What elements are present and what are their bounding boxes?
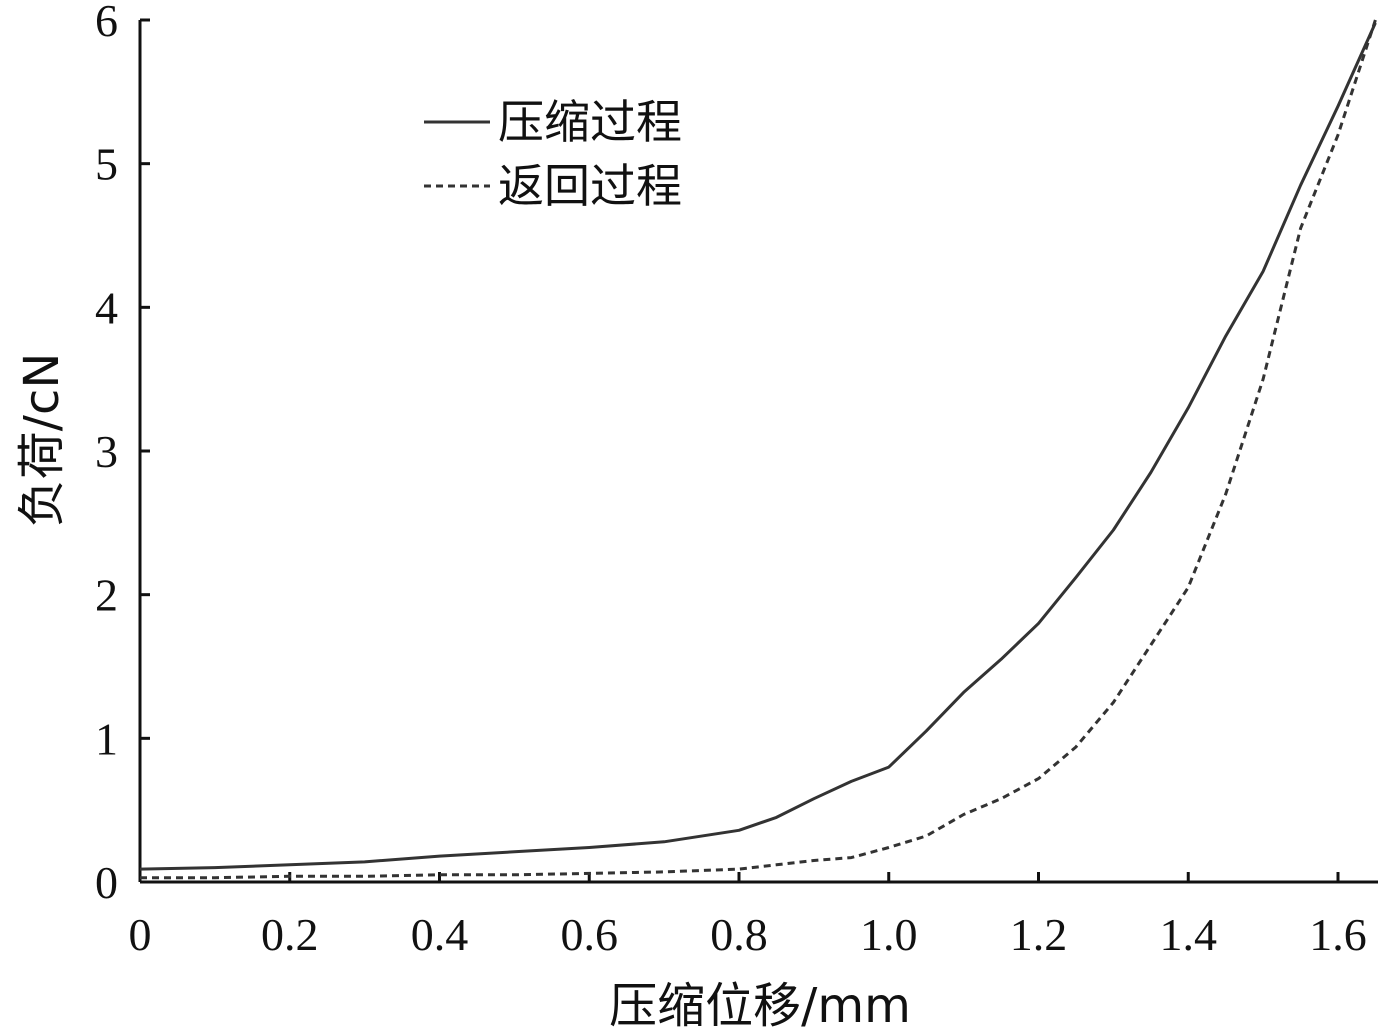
x-tick-label: 0.4 (411, 909, 469, 960)
legend-label-1: 压缩过程 (498, 95, 682, 149)
y-tick-label: 2 (95, 570, 118, 621)
x-tick-label: 0 (129, 909, 152, 960)
series-line-2 (140, 19, 1377, 880)
tick-labels: 0 0.2 0.4 0.6 0.8 1.0 1.2 1.4 1.6 0 1 2 3 4 5 6 (95, 0, 1367, 960)
x-tick-label: 1.6 (1309, 909, 1367, 960)
x-tick-label: 0.8 (710, 909, 768, 960)
legend-label-2: 返回过程 (498, 159, 682, 213)
y-tick-label: 5 (95, 139, 118, 190)
x-tick-label: 1.2 (1010, 909, 1068, 960)
x-tick-label: 0.2 (261, 909, 319, 960)
y-tick-label: 3 (95, 426, 118, 477)
y-tick-label: 0 (95, 857, 118, 908)
series-line-1 (139, 22, 1377, 871)
x-tick-label: 1.4 (1160, 909, 1218, 960)
y-axis-title: 负荷/cN (14, 353, 70, 527)
x-axis-title: 压缩位移/mm (609, 978, 911, 1034)
x-tick-label: 1.0 (860, 909, 918, 960)
x-tick-label: 0.6 (561, 909, 619, 960)
y-tick-label: 6 (95, 0, 118, 46)
axes (138, 18, 1378, 884)
y-tick-label: 1 (95, 713, 118, 764)
series-group (139, 19, 1377, 880)
y-tick-label: 4 (95, 282, 118, 333)
